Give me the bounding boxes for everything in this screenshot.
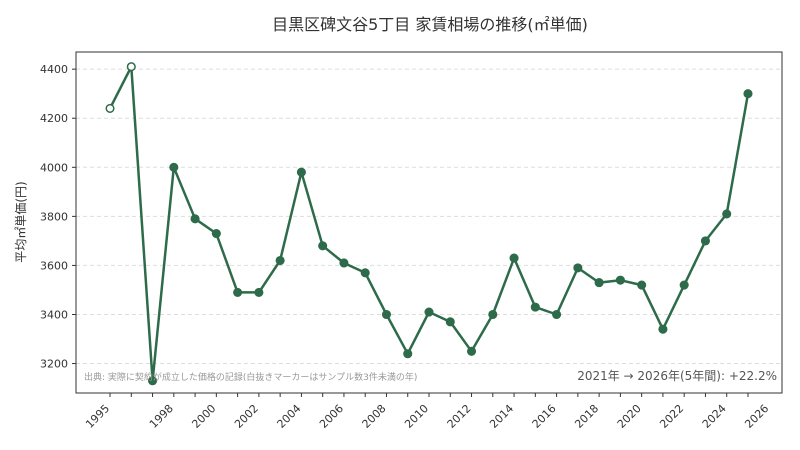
data-point bbox=[552, 309, 562, 320]
x-tick-label: 2020 bbox=[615, 402, 644, 431]
data-point bbox=[275, 255, 285, 266]
x-tick-label: 2016 bbox=[530, 402, 559, 431]
x-tick-label: 2006 bbox=[317, 402, 346, 431]
change-summary: 2021年 → 2026年(5年間): +22.2% bbox=[577, 369, 777, 383]
y-tick-label: 4400 bbox=[40, 63, 68, 76]
data-point bbox=[743, 89, 753, 99]
data-point bbox=[318, 241, 328, 251]
x-tick-label: 2024 bbox=[700, 402, 729, 431]
x-tick-label: 2026 bbox=[742, 402, 771, 431]
data-point bbox=[169, 162, 179, 172]
data-point bbox=[658, 324, 668, 334]
x-tick-label: 1995 bbox=[83, 402, 112, 431]
data-point bbox=[530, 302, 540, 312]
x-tick-label: 2002 bbox=[232, 402, 261, 431]
data-point bbox=[488, 309, 498, 320]
x-tick-label: 2018 bbox=[572, 402, 601, 431]
x-tick-label: 2022 bbox=[657, 402, 686, 431]
x-tick-label: 2014 bbox=[487, 402, 516, 431]
data-point bbox=[615, 275, 625, 285]
data-point bbox=[722, 209, 732, 219]
y-tick-label: 3800 bbox=[40, 210, 68, 223]
data-point bbox=[211, 228, 221, 239]
data-point bbox=[360, 268, 370, 278]
data-point bbox=[148, 376, 158, 386]
data-point bbox=[445, 317, 455, 327]
y-tick-label: 4200 bbox=[40, 112, 68, 125]
data-point-hollow bbox=[105, 103, 115, 113]
data-point bbox=[254, 287, 264, 297]
data-point bbox=[190, 214, 200, 224]
data-point bbox=[424, 307, 434, 317]
x-tick-label: 2008 bbox=[360, 402, 389, 431]
y-axis: 3200 3400 3600 3800 4000 4200 4400 bbox=[40, 63, 76, 371]
data-point bbox=[594, 278, 604, 288]
y-tick-label: 3600 bbox=[40, 259, 68, 272]
x-axis: 1995 1998 2000 2002 2004 2006 2008 2010 2012 2014… bbox=[83, 393, 771, 431]
plot-frame bbox=[75, 51, 783, 394]
data-point bbox=[381, 309, 392, 320]
x-tick-label: 2000 bbox=[189, 402, 218, 431]
data-point-hollow bbox=[126, 62, 136, 72]
data-point bbox=[637, 280, 647, 290]
series-line bbox=[105, 62, 753, 386]
data-point bbox=[573, 263, 583, 273]
x-tick-label: 2004 bbox=[275, 402, 304, 431]
source-note: 出典: 実際に契約が成立した価格の記録(白抜きマーカーはサンプル数3件未満の年) bbox=[84, 371, 417, 383]
data-point bbox=[339, 258, 349, 268]
data-point bbox=[509, 253, 519, 263]
x-tick-label: 2010 bbox=[402, 402, 431, 431]
y-tick-label: 3200 bbox=[40, 358, 68, 371]
series-path bbox=[108, 65, 750, 382]
x-tick-label: 2012 bbox=[445, 402, 474, 431]
x-tick-label: 1998 bbox=[147, 402, 176, 431]
y-tick-label: 3400 bbox=[40, 308, 68, 321]
data-point bbox=[403, 349, 413, 359]
data-point bbox=[700, 236, 710, 246]
y-axis-label: 平均㎡単価(円) bbox=[14, 181, 28, 262]
chart-title: 目黒区碑文谷5丁目 家賃相場の推移(㎡単価) bbox=[272, 15, 588, 34]
data-point bbox=[296, 167, 306, 177]
grid bbox=[76, 68, 782, 365]
y-tick-label: 4000 bbox=[40, 161, 68, 174]
data-point bbox=[233, 287, 243, 297]
data-point bbox=[466, 346, 477, 356]
data-point bbox=[679, 280, 689, 290]
